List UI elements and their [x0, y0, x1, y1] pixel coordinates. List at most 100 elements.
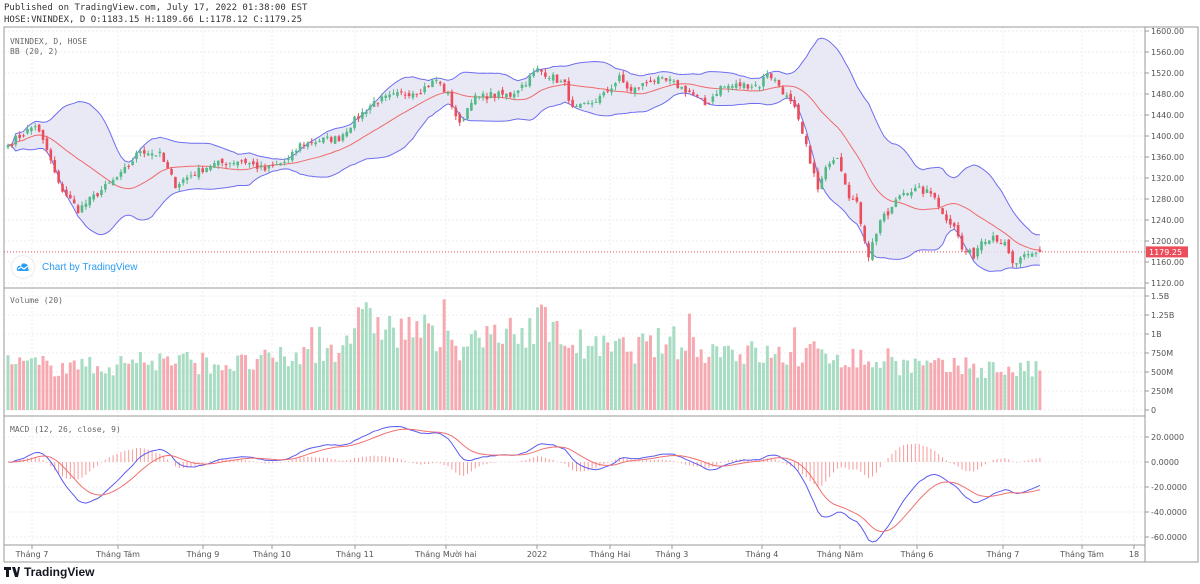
volume-bar	[1018, 362, 1022, 410]
volume-bar	[563, 345, 567, 410]
volume-bar	[952, 358, 956, 410]
volume-bar	[438, 347, 442, 410]
macd-tick-label: 0.0000	[1151, 458, 1179, 467]
volume-bar	[220, 370, 224, 410]
candle	[287, 155, 290, 164]
candle	[213, 160, 216, 169]
bb-indicator-label[interactable]: BB (20, 2)	[10, 47, 58, 56]
volume-bar	[695, 357, 699, 410]
candle-body	[267, 165, 271, 169]
candle-body	[228, 162, 232, 164]
candle	[769, 73, 773, 81]
candle-body	[621, 74, 625, 83]
candle-body	[902, 193, 905, 195]
candle	[290, 149, 294, 163]
volume-bar	[1003, 374, 1007, 410]
candle-body	[882, 213, 886, 222]
candle	[466, 107, 469, 121]
candle-body	[399, 91, 403, 93]
candle-body	[590, 103, 594, 105]
candle	[801, 121, 804, 135]
candle-body	[170, 169, 173, 175]
candle-body	[945, 214, 948, 221]
volume-bar	[193, 362, 197, 410]
candle	[750, 83, 754, 90]
candle	[571, 96, 574, 109]
candle-body	[551, 74, 555, 81]
volume-bar	[37, 364, 41, 410]
candle-body	[520, 84, 524, 89]
candle-body	[571, 99, 574, 107]
candle	[649, 76, 652, 83]
candle-body	[458, 113, 462, 123]
candle-body	[57, 171, 60, 183]
volume-bar	[980, 367, 983, 410]
volume-bar	[92, 373, 96, 410]
candle-body	[512, 93, 516, 98]
candle	[559, 79, 563, 83]
volume-bar	[380, 339, 384, 410]
volume-bar	[481, 347, 485, 410]
candle-body	[703, 97, 707, 106]
candle	[33, 123, 37, 131]
candle	[399, 88, 403, 96]
volume-bar	[878, 367, 882, 410]
candle-body	[368, 105, 372, 110]
volume-bar	[177, 355, 181, 410]
price-tick-label: 1400.00	[1151, 132, 1184, 141]
time-tick-label: Tháng 11	[335, 550, 374, 559]
volume-bar	[353, 328, 357, 410]
candle-body	[976, 248, 979, 257]
axes[interactable]: 1600.00 1560.00 1520.00 1480.00 1440.00 1400.…	[15, 27, 1187, 559]
candle-body	[80, 205, 84, 213]
chart-by-tradingview-badge[interactable]: Chart by TradingView	[12, 256, 137, 278]
candle	[586, 100, 590, 105]
volume-bar	[586, 345, 590, 410]
tradingview-logo[interactable]: TradingView	[4, 565, 94, 579]
macd-label[interactable]: MACD (12, 26, close, 9)	[10, 425, 121, 434]
macd-tick-label: -40.0000	[1151, 508, 1187, 517]
candle-body	[583, 102, 586, 104]
volume-bar	[150, 360, 154, 410]
volume-bar	[711, 344, 715, 410]
volume-bar	[785, 364, 789, 410]
candle-body	[738, 82, 742, 87]
candle	[505, 93, 508, 100]
candle	[407, 90, 411, 99]
volume-bar	[411, 337, 415, 410]
price-tick-label: 1480.00	[1151, 90, 1184, 99]
candle	[115, 176, 119, 181]
candle	[976, 245, 979, 260]
candle-body	[497, 91, 500, 98]
candle-body	[427, 85, 430, 87]
candle-body	[820, 178, 824, 190]
candle-body	[692, 92, 695, 95]
time-tick-label: Tháng 6	[900, 550, 934, 559]
candle-body	[812, 162, 816, 174]
candle	[337, 134, 341, 142]
candle	[910, 188, 913, 199]
price-tick-label: 1240.00	[1151, 216, 1184, 225]
volume-label[interactable]: Volume (20)	[10, 296, 63, 305]
volume-bar	[750, 341, 754, 410]
candle-body	[614, 83, 617, 87]
candle-body	[941, 208, 944, 214]
volume-bar	[333, 361, 337, 410]
last-price-marker: 1179.25	[1146, 246, 1188, 258]
volume-bar	[543, 307, 547, 410]
candle-body	[364, 111, 368, 114]
volume-bar	[800, 362, 804, 410]
candle-body	[174, 176, 177, 189]
candle	[497, 90, 500, 100]
volume-bar	[629, 351, 633, 410]
volume-bar	[664, 344, 668, 410]
candle-body	[154, 155, 158, 157]
volume-bar	[602, 335, 606, 410]
published-info: Published on TradingView.com, July 17, 2…	[4, 3, 308, 13]
volume-bar	[345, 335, 349, 410]
bb-upper-band	[7, 37, 1040, 236]
volume-bar	[22, 360, 26, 410]
candle	[851, 195, 855, 200]
candle-body	[119, 171, 123, 177]
